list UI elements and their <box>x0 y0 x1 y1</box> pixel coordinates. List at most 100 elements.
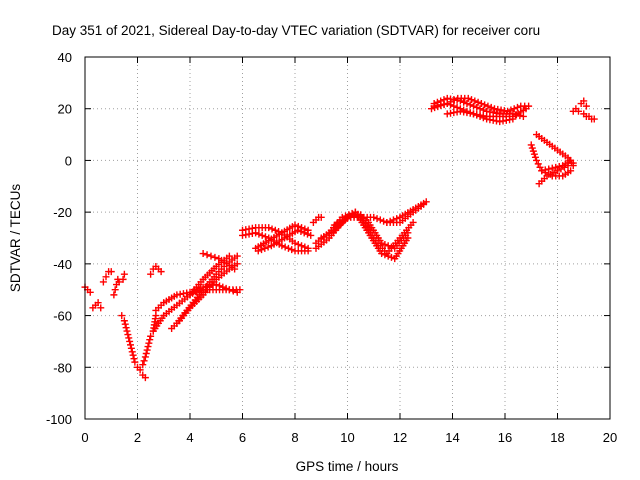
tick-labels: 0 2 4 6 8 10 12 14 16 18 20 40 20 0 -20 -40 -60 -80 -100 <box>46 50 617 445</box>
data-point-interp <box>516 112 524 120</box>
data-point <box>575 107 582 115</box>
data-point <box>207 252 215 260</box>
x-tick-label: 10 <box>340 430 354 445</box>
data-point-interp <box>268 225 276 233</box>
data-point-interp <box>479 106 487 114</box>
data-point <box>278 242 286 250</box>
data-point-interp <box>530 150 538 158</box>
data-point <box>404 234 412 242</box>
data-point <box>291 221 299 229</box>
data-point <box>97 304 105 312</box>
data-point <box>94 299 102 307</box>
data-point <box>307 231 315 239</box>
data-point-interp <box>531 153 539 161</box>
data-point <box>580 97 588 105</box>
data-point <box>464 94 472 102</box>
data-point-interp <box>294 240 302 248</box>
data-point-interp <box>297 228 305 236</box>
data-point-interp <box>507 106 515 114</box>
data-point <box>236 286 244 294</box>
data-point-interp <box>258 231 266 239</box>
data-point <box>590 115 598 123</box>
data-point-interp <box>484 102 492 110</box>
data-point <box>233 252 241 260</box>
data-point <box>141 353 149 361</box>
data-point-interp <box>387 253 395 261</box>
data-point-interp <box>552 163 560 171</box>
data-point <box>294 226 302 234</box>
x-tick-label: 20 <box>603 430 617 445</box>
data-point <box>126 337 134 345</box>
data-point-interp <box>513 103 521 111</box>
y-tick-label: 20 <box>58 102 72 117</box>
chart-title: Day 351 of 2021, Sidereal Day-to-day VTE… <box>52 23 540 38</box>
data-point <box>582 102 590 110</box>
data-point <box>136 366 144 374</box>
data-point-interp <box>440 96 448 104</box>
data-point <box>409 218 417 226</box>
data-point-interp <box>129 351 137 359</box>
data-point <box>548 164 556 172</box>
data-point-interp <box>127 341 134 349</box>
data-point <box>144 343 152 351</box>
data-point-interp <box>264 243 272 251</box>
data-point <box>470 102 477 110</box>
data-point-interp <box>479 114 487 122</box>
data-point-interp <box>474 98 482 106</box>
data-point <box>110 291 118 299</box>
data-point <box>111 286 119 294</box>
x-tick-label: 12 <box>393 430 407 445</box>
data-point <box>231 265 239 273</box>
data-point-interp <box>373 215 381 223</box>
axis-ticks <box>84 56 611 420</box>
x-tick-label: 0 <box>81 430 88 445</box>
data-point-interp <box>476 112 484 120</box>
data-point <box>519 112 527 120</box>
data-point-interp <box>393 215 401 223</box>
data-point-interp <box>261 244 269 252</box>
data-point-interp <box>281 243 289 251</box>
data-point-interp <box>386 217 394 225</box>
data-point <box>102 273 110 281</box>
data-point-interp <box>510 105 518 113</box>
data-point <box>265 224 273 232</box>
data-point <box>370 213 378 221</box>
data-point-interp <box>468 96 476 104</box>
grid <box>85 57 610 419</box>
data-point-interp <box>140 357 148 365</box>
x-axis-label: GPS time / hours <box>296 459 399 474</box>
data-point <box>225 252 233 260</box>
data-point-interp <box>460 98 468 106</box>
data-point <box>233 260 241 268</box>
data-point <box>119 275 127 283</box>
data-point-interp <box>541 166 549 174</box>
x-tick-label: 2 <box>134 430 141 445</box>
x-tick-label: 8 <box>291 430 298 445</box>
data-point-interp <box>380 217 388 225</box>
data-point <box>86 288 94 296</box>
data-point-interp <box>288 246 296 254</box>
data-point-interp <box>125 334 133 342</box>
data-point-interp <box>122 324 130 332</box>
y-tick-label: -80 <box>53 360 72 375</box>
data-point-interp <box>481 101 489 109</box>
data-point-interp <box>466 101 474 109</box>
y-tick-label: 0 <box>65 153 72 168</box>
data-point <box>567 167 575 175</box>
data-point-interp <box>284 244 292 252</box>
data-point-interp <box>300 229 308 237</box>
data-point-interp <box>476 105 484 113</box>
data-point-interp <box>142 349 150 357</box>
data-point-interp <box>473 103 481 111</box>
y-tick-label: -40 <box>53 257 72 272</box>
data-point <box>141 374 149 382</box>
data-point-interp <box>473 111 481 119</box>
x-tick-label: 14 <box>445 430 459 445</box>
data-point-interp <box>121 320 129 328</box>
data-point <box>527 141 535 149</box>
data-point <box>115 278 123 286</box>
data-point <box>107 268 115 276</box>
data-points <box>81 94 598 382</box>
data-point <box>383 218 391 226</box>
